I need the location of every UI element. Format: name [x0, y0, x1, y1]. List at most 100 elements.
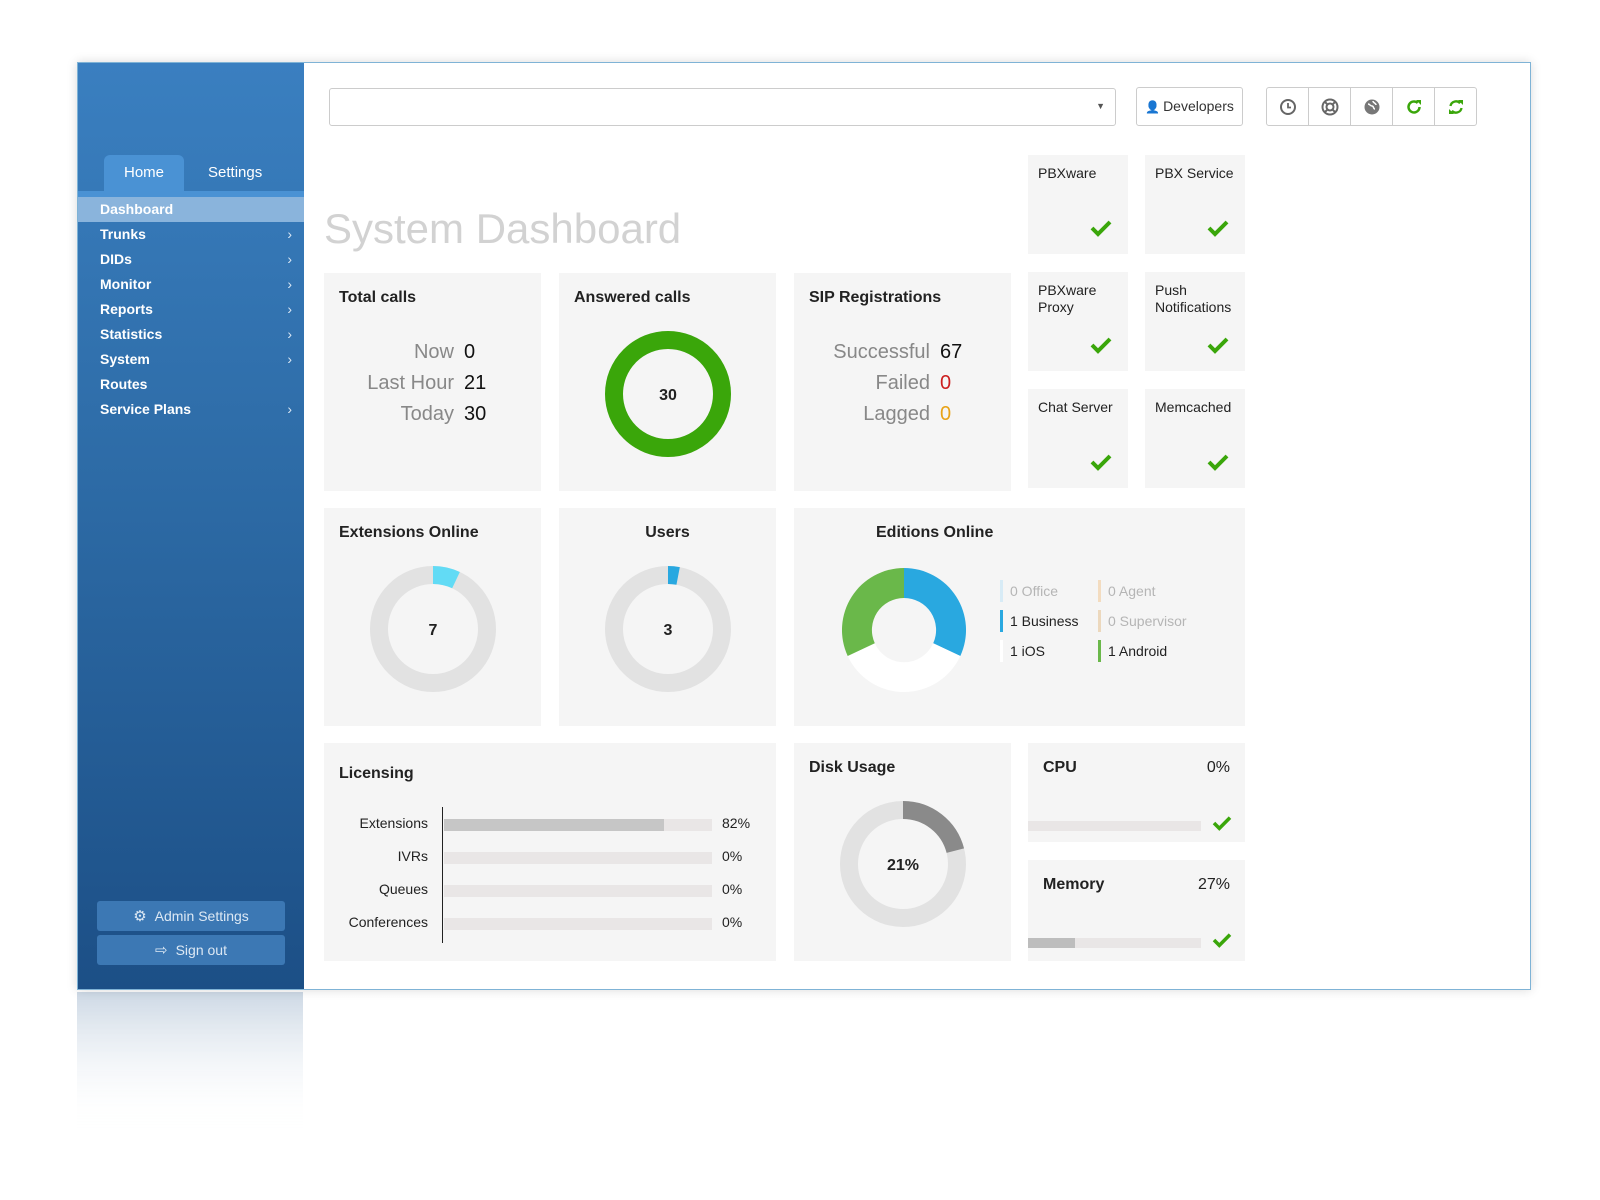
check-icon: [1207, 454, 1229, 471]
refresh-button[interactable]: [1392, 87, 1435, 126]
sync-icon: [1448, 99, 1463, 114]
service-tile-chat-server: Chat Server: [1028, 389, 1128, 488]
reflection-fade: [77, 992, 1531, 1132]
donut-center-value: 21%: [887, 857, 919, 874]
sidebar-item-service-plans[interactable]: Service Plans ›: [78, 397, 304, 422]
tab-home[interactable]: Home: [104, 155, 185, 191]
legend-text: 0 Supervisor: [1108, 613, 1187, 629]
sidebar-item-dashboard[interactable]: Dashboard: [78, 197, 304, 222]
user-icon: 👤: [1145, 100, 1161, 114]
sidebar-item-reports[interactable]: Reports ›: [78, 297, 304, 322]
toolbar: [1266, 87, 1477, 126]
service-label: PBX Service: [1155, 165, 1234, 181]
licensing-percent: 0%: [722, 881, 743, 897]
check-icon: [1207, 220, 1229, 237]
app-window: Home Settings Dashboard Trunks › DIDs › Mo…: [77, 62, 1531, 990]
kv-label: Today: [400, 403, 454, 425]
service-tile-pbxware-proxy: PBXware Proxy: [1028, 272, 1128, 371]
support-button[interactable]: [1308, 87, 1351, 126]
admin-settings-label: Admin Settings: [154, 908, 249, 924]
sidebar-item-label: Monitor: [100, 276, 152, 292]
answered-calls-card: Answered calls 30: [559, 273, 776, 491]
memory-track: [1028, 938, 1201, 948]
language-button[interactable]: [1350, 87, 1393, 126]
chevron-right-icon: ›: [287, 226, 292, 242]
licensing-track: [444, 852, 712, 864]
sync-button[interactable]: [1434, 87, 1477, 126]
legend-item-business: 1 Business: [1000, 610, 1078, 632]
chevron-right-icon: ›: [287, 251, 292, 267]
sidebar-tabs: Home Settings: [104, 155, 282, 191]
lifebuoy-icon: [1321, 98, 1338, 115]
licensing-card: Licensing Extensions 82% IVRs 0% Queues …: [324, 743, 776, 961]
check-icon: [1090, 220, 1112, 237]
legend-item-supervisor: 0 Supervisor: [1098, 610, 1187, 632]
legend-item-agent: 0 Agent: [1098, 580, 1156, 602]
sidebar-item-monitor[interactable]: Monitor ›: [78, 272, 304, 297]
developers-label: Developers: [1163, 98, 1234, 114]
kv-label: Failed: [875, 372, 930, 394]
kv-value: 0: [940, 403, 952, 425]
service-tile-memcached: Memcached: [1145, 389, 1245, 488]
licensing-axis: [442, 807, 443, 943]
kv-value: 0: [940, 372, 952, 394]
legend-swatch: [1098, 610, 1101, 632]
memory-card: Memory 27%: [1028, 860, 1245, 961]
reflection-sidebar: [77, 992, 303, 1132]
donut-center-value: 3: [664, 622, 673, 639]
service-label: PBXware Proxy: [1038, 282, 1097, 315]
sidebar-item-system[interactable]: System ›: [78, 347, 304, 372]
kv-row: Lagged 0: [814, 403, 951, 426]
main-content: ▼ 👤 Developers System Dashboard: [304, 63, 1530, 989]
donut-value-arc: [605, 331, 731, 457]
sidebar-item-routes[interactable]: Routes: [78, 372, 304, 397]
editions-online-donut: [841, 568, 967, 693]
donut-value-arc: [840, 801, 966, 927]
donut-center-value: 30: [659, 387, 677, 404]
check-icon: [1090, 337, 1112, 354]
legend-text: 0 Agent: [1108, 583, 1156, 599]
legend-item-ios: 1 iOS: [1000, 640, 1045, 662]
sidebar-item-trunks[interactable]: Trunks ›: [78, 222, 304, 247]
service-label: PBXware: [1038, 165, 1097, 181]
kv-row: Last Hour 21: [344, 372, 486, 395]
licensing-label: Extensions: [359, 815, 428, 831]
sign-out-button[interactable]: ⇨ Sign out: [97, 935, 285, 965]
legend-swatch: [1098, 580, 1101, 602]
memory-bar: [1028, 938, 1075, 948]
extensions-online-card: Extensions Online 7: [324, 508, 541, 726]
donut-value-arc: [370, 566, 496, 692]
donut-segment-business: [904, 568, 967, 656]
legend-swatch: [1000, 610, 1003, 632]
legend-item-office: 0 Office: [1000, 580, 1058, 602]
sip-registrations-card: SIP Registrations Successful 67 Failed 0 L…: [794, 273, 1011, 491]
kv-row: Now 0: [344, 341, 475, 364]
legend-text: 1 Business: [1010, 613, 1079, 629]
licensing-percent: 82%: [722, 815, 751, 831]
service-tile-push-notifications: Push Notifications: [1145, 272, 1245, 371]
page-title: System Dashboard: [324, 205, 682, 252]
sidebar-item-label: DIDs: [100, 251, 132, 267]
users-title: Users: [645, 524, 690, 541]
cpu-title: CPU: [1043, 759, 1077, 776]
legend-swatch: [1000, 580, 1003, 602]
service-label: Chat Server: [1038, 399, 1113, 415]
admin-settings-button[interactable]: ⚙ Admin Settings: [97, 901, 285, 931]
sidebar-item-label: Statistics: [100, 326, 163, 342]
licensing-percent: 0%: [722, 914, 743, 930]
history-button[interactable]: [1266, 87, 1309, 126]
sidebar-nav: Dashboard Trunks › DIDs › Monitor › Reports…: [78, 197, 304, 422]
licensing-track: [444, 885, 712, 897]
kv-label: Lagged: [863, 403, 930, 425]
sidebar-item-label: System: [100, 351, 150, 367]
caret-down-icon: ▼: [1096, 101, 1105, 111]
developers-button[interactable]: 👤 Developers: [1136, 87, 1243, 126]
tab-settings[interactable]: Settings: [208, 164, 263, 181]
sidebar-item-statistics[interactable]: Statistics ›: [78, 322, 304, 347]
legend-text: 0 Office: [1010, 583, 1058, 599]
users-donut: 3: [605, 566, 731, 692]
search-select[interactable]: ▼: [329, 88, 1116, 126]
answered-calls-donut: 30: [605, 331, 731, 457]
chevron-right-icon: ›: [287, 401, 292, 417]
sidebar-item-dids[interactable]: DIDs ›: [78, 247, 304, 272]
